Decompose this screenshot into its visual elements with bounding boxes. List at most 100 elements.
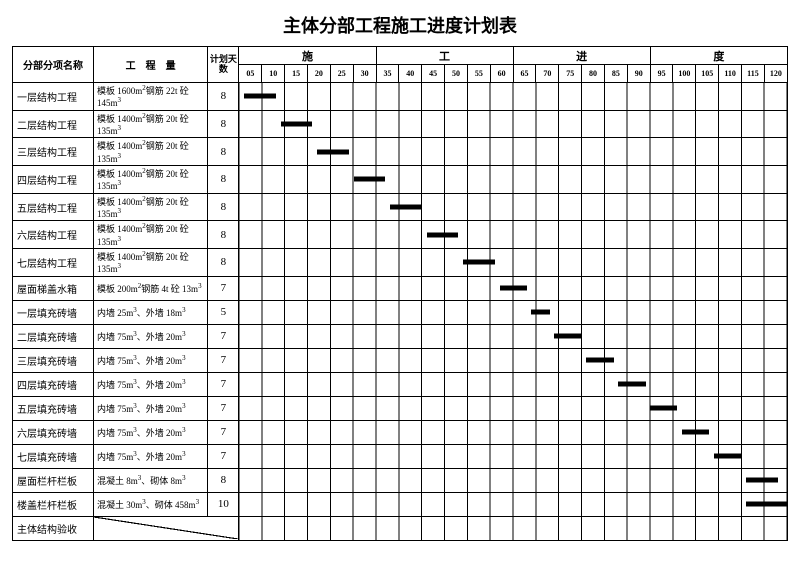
row-gantt <box>239 492 788 516</box>
row-days: 8 <box>208 83 239 111</box>
gantt-bar <box>463 260 495 265</box>
row-name: 三层结构工程 <box>13 138 94 166</box>
row-gantt <box>239 444 788 468</box>
table-row: 五层结构工程模板 1400m2钢筋 20t 砼135m38 <box>13 193 788 221</box>
row-name: 屋面栏杆栏板 <box>13 468 94 492</box>
row-name: 七层结构工程 <box>13 249 94 277</box>
row-gantt <box>239 166 788 194</box>
col-header-days: 计划天数 <box>208 47 239 83</box>
col-header-tick: 80 <box>582 65 605 83</box>
col-header-tick: 05 <box>239 65 262 83</box>
gantt-bar <box>554 334 581 339</box>
row-qty: 模板 1400m2钢筋 20t 砼135m3 <box>94 193 208 221</box>
row-gantt <box>239 324 788 348</box>
row-qty: 混凝土 8m3、砌体 8m3 <box>94 468 208 492</box>
col-header-qty: 工 程 量 <box>94 47 208 83</box>
table-row: 五层填充砖墙内墙 75m3、外墙 20m37 <box>13 396 788 420</box>
gantt-bar <box>682 430 709 435</box>
col-header-tick: 15 <box>285 65 308 83</box>
col-header-tick: 70 <box>536 65 559 83</box>
row-qty: 内墙 75m3、外墙 20m3 <box>94 420 208 444</box>
gantt-bar <box>500 286 527 291</box>
row-diagonal <box>94 516 239 540</box>
row-days: 7 <box>208 444 239 468</box>
table-row: 三层结构工程模板 1400m2钢筋 20t 砼135m38 <box>13 138 788 166</box>
row-name: 六层结构工程 <box>13 221 94 249</box>
row-qty: 模板 1400m2钢筋 20t 砼135m3 <box>94 138 208 166</box>
table-row: 四层结构工程模板 1400m2钢筋 20t 砼135m38 <box>13 166 788 194</box>
row-days: 7 <box>208 420 239 444</box>
row-qty: 模板 200m2钢筋 4t 砼 13m3 <box>94 276 208 300</box>
row-days: 7 <box>208 372 239 396</box>
row-gantt <box>239 138 788 166</box>
row-days: 8 <box>208 110 239 138</box>
row-gantt <box>239 276 788 300</box>
col-header-tick: 60 <box>490 65 513 83</box>
row-days: 5 <box>208 300 239 324</box>
col-header-progress-group: 工 <box>376 47 513 65</box>
row-days: 8 <box>208 138 239 166</box>
row-gantt <box>239 110 788 138</box>
gantt-bar <box>618 382 645 387</box>
table-row: 主体结构验收 <box>13 516 788 540</box>
row-days: 8 <box>208 249 239 277</box>
row-gantt <box>239 83 788 111</box>
row-qty: 模板 1400m2钢筋 20t 砼135m3 <box>94 221 208 249</box>
row-name: 一层结构工程 <box>13 83 94 111</box>
row-qty: 模板 1400m2钢筋 20t 砼135m3 <box>94 249 208 277</box>
row-name: 三层填充砖墙 <box>13 348 94 372</box>
row-name: 二层结构工程 <box>13 110 94 138</box>
row-days: 8 <box>208 221 239 249</box>
gantt-bar <box>746 478 778 483</box>
col-header-tick: 75 <box>559 65 582 83</box>
row-name: 楼盖栏杆栏板 <box>13 492 94 516</box>
table-row: 七层结构工程模板 1400m2钢筋 20t 砼135m38 <box>13 249 788 277</box>
row-days: 7 <box>208 348 239 372</box>
row-gantt <box>239 300 788 324</box>
row-qty: 混凝土 30m3、砌体 458m3 <box>94 492 208 516</box>
row-gantt <box>239 468 788 492</box>
table-row: 楼盖栏杆栏板混凝土 30m3、砌体 458m310 <box>13 492 788 516</box>
col-header-tick: 120 <box>764 65 787 83</box>
row-days: 7 <box>208 396 239 420</box>
col-header-progress-group: 施 <box>239 47 376 65</box>
row-qty: 内墙 75m3、外墙 20m3 <box>94 324 208 348</box>
gantt-bar <box>244 94 276 99</box>
row-name: 一层填充砖墙 <box>13 300 94 324</box>
row-name: 五层结构工程 <box>13 193 94 221</box>
page-title: 主体分部工程施工进度计划表 <box>12 12 788 38</box>
row-name: 六层填充砖墙 <box>13 420 94 444</box>
row-gantt <box>239 372 788 396</box>
table-row: 四层填充砖墙内墙 75m3、外墙 20m37 <box>13 372 788 396</box>
gantt-bar <box>427 232 459 237</box>
col-header-tick: 105 <box>696 65 719 83</box>
row-days: 8 <box>208 166 239 194</box>
row-name: 二层填充砖墙 <box>13 324 94 348</box>
row-qty: 内墙 75m3、外墙 20m3 <box>94 372 208 396</box>
row-name: 五层填充砖墙 <box>13 396 94 420</box>
row-days: 7 <box>208 324 239 348</box>
row-qty: 内墙 25m3、外墙 18m3 <box>94 300 208 324</box>
row-qty: 内墙 75m3、外墙 20m3 <box>94 444 208 468</box>
col-header-tick: 95 <box>650 65 673 83</box>
row-gantt <box>239 396 788 420</box>
row-qty: 模板 1400m2钢筋 20t 砼135m3 <box>94 166 208 194</box>
gantt-bar <box>746 502 787 507</box>
row-gantt <box>239 516 788 540</box>
row-days: 10 <box>208 492 239 516</box>
gantt-bar <box>531 310 549 315</box>
gantt-bar <box>390 205 422 210</box>
row-gantt <box>239 193 788 221</box>
gantt-bar <box>281 122 313 127</box>
row-gantt <box>239 249 788 277</box>
row-qty: 内墙 75m3、外墙 20m3 <box>94 396 208 420</box>
col-header-tick: 50 <box>445 65 468 83</box>
table-row: 二层结构工程模板 1400m2钢筋 20t 砼135m38 <box>13 110 788 138</box>
col-header-name: 分部分项名称 <box>13 47 94 83</box>
row-qty: 模板 1600m2钢筋 22t 砼145m3 <box>94 83 208 111</box>
table-row: 一层填充砖墙内墙 25m3、外墙 18m35 <box>13 300 788 324</box>
row-qty: 内墙 75m3、外墙 20m3 <box>94 348 208 372</box>
schedule-table: 分部分项名称工 程 量计划天数施工进度051015202530354045505… <box>12 46 788 541</box>
col-header-tick: 90 <box>627 65 650 83</box>
col-header-tick: 85 <box>604 65 627 83</box>
